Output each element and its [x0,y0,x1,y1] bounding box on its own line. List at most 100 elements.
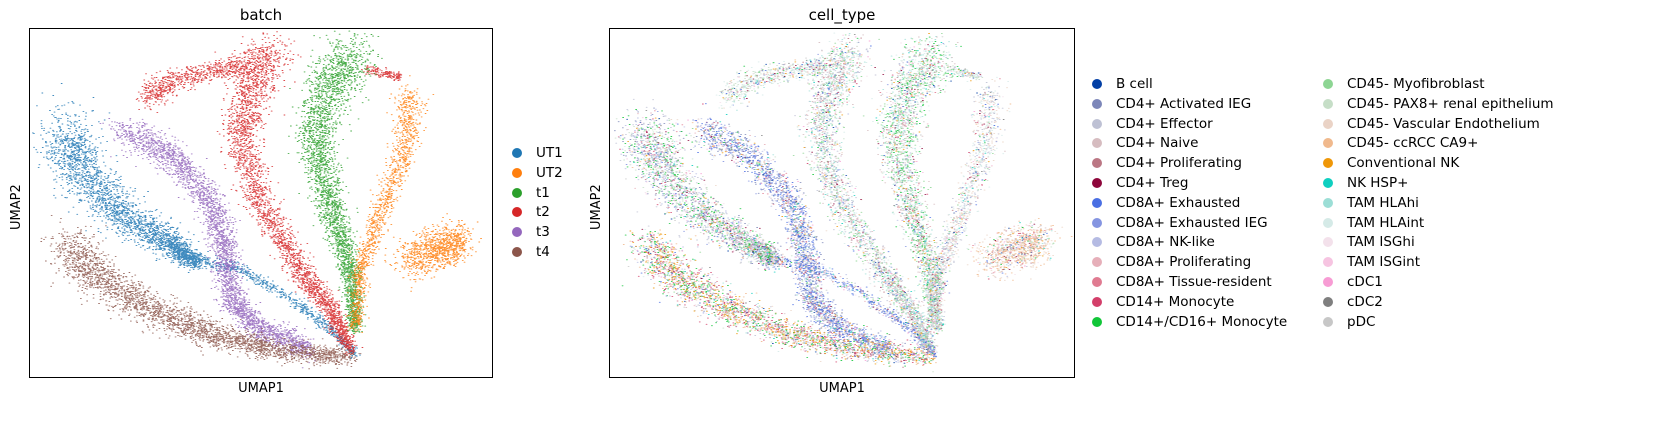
legend-marker [1092,296,1102,307]
legend-item-cd45-ccrcc-ca9: CD45- ccRCC CA9+ [1323,134,1478,152]
legend-marker [1323,98,1333,109]
legend-label: CD45- PAX8+ renal epithelium [1347,95,1554,112]
legend-marker [1092,316,1102,327]
cell-type-plot-area [609,28,1075,378]
legend-item-cd14-cd16-monocyte: CD14+/CD16+ Monocyte [1092,313,1287,331]
batch-y-axis-label: UMAP2 [9,184,24,230]
legend-marker [1092,98,1102,109]
legend-item-cd45-myofibroblast: CD45- Myofibroblast [1323,75,1485,93]
legend-marker [512,207,522,218]
legend-label: CD4+ Activated IEG [1116,95,1252,112]
legend-item-ut2: UT2 [512,164,563,182]
legend-marker [512,247,522,257]
scatter-points [633,37,1038,368]
scatter-points [135,31,403,356]
legend-marker [1323,316,1333,327]
legend-item-conventional-nk: Conventional NK [1323,154,1459,172]
legend-marker [1323,138,1333,149]
legend-label: cDC2 [1347,293,1383,310]
legend-marker [512,227,522,238]
legend-item-tam-isghi: TAM ISGhi [1323,233,1415,251]
scatter-points [627,34,1047,359]
legend-label: NK HSP+ [1347,175,1409,191]
cell-type-scatter [613,32,1073,373]
legend-item-ut1: UT1 [512,144,563,162]
batch-plot-area [29,28,493,378]
legend-marker [512,187,522,198]
scatter-points [99,118,317,369]
legend-marker [512,148,522,158]
legend-label: pDC [1347,313,1376,330]
scatter-points [636,36,1043,362]
legend-marker [1092,217,1102,228]
legend-marker [1092,178,1102,188]
legend-marker [1092,158,1102,169]
legend-label: CD45- Myofibroblast [1347,76,1485,92]
legend-marker [1092,237,1102,248]
cell-type-title: cell_type [808,6,876,24]
legend-marker [1092,257,1102,268]
legend-item-pdc: pDC [1323,313,1375,331]
legend-label: t2 [536,204,550,221]
legend-marker [1092,138,1102,149]
legend-label: CD4+ Effector [1116,115,1213,132]
legend-item-cd8a-exhausted-ieg: CD8A+ Exhausted IEG [1092,214,1268,232]
legend-marker [1323,257,1333,268]
legend-item-cd4-naive: CD4+ Naive [1092,134,1198,152]
batch-title: batch [239,6,283,24]
scatter-points [627,33,1044,365]
legend-item-tam-hlahi: TAM HLAhi [1323,194,1419,212]
legend-marker [512,167,522,178]
cell-type-legend: B cell CD4+ Activated IEG CD4+ Effector CD4… [1092,75,1657,340]
legend-label: UT1 [536,145,563,161]
legend-item-nk-hsp: NK HSP+ [1323,174,1408,192]
legend-label: t3 [536,224,550,241]
legend-label: CD14+/CD16+ Monocyte [1116,313,1288,330]
scatter-points [287,30,383,335]
legend-label: CD4+ Treg [1116,175,1189,191]
legend-label: B cell [1116,76,1153,92]
legend-item-cdc2: cDC2 [1323,293,1383,311]
legend-label: CD4+ Naive [1116,135,1199,152]
legend-label: t1 [536,184,550,201]
batch-legend: UT1 UT2 t1 t2 t3 t4 [512,144,602,264]
legend-item-cd14-monocyte: CD14+ Monocyte [1092,293,1234,311]
legend-item-cd4-activated-ieg: CD4+ Activated IEG [1092,95,1251,113]
legend-label: UT2 [536,164,563,181]
legend-label: Conventional NK [1347,155,1460,172]
scatter-points [619,45,1048,360]
legend-marker [1092,79,1102,89]
legend-label: CD45- Vascular Endothelium [1347,115,1540,132]
legend-marker [1323,277,1333,287]
legend-label: TAM ISGint [1347,254,1420,271]
legend-marker [1323,197,1333,208]
legend-label: CD8A+ NK-like [1116,234,1215,251]
legend-label: TAM HLAint [1347,214,1425,231]
legend-item-tam-hlaint: TAM HLAint [1323,214,1424,232]
legend-marker [1323,118,1333,129]
legend-label: CD8A+ Tissue-resident [1116,274,1272,290]
legend-item-cd45-pax8-renal-epithelium: CD45- PAX8+ renal epithelium [1323,95,1554,113]
legend-marker [1092,118,1102,129]
legend-item-cd8a-exhausted: CD8A+ Exhausted [1092,194,1240,212]
legend-label: cDC1 [1347,274,1383,290]
legend-label: CD8A+ Proliferating [1116,254,1252,271]
legend-item-b-cell: B cell [1092,75,1153,93]
legend-label: CD4+ Proliferating [1116,155,1242,172]
legend-marker [1323,296,1333,307]
scatter-points [31,83,361,359]
batch-scatter [31,30,482,370]
legend-marker [1092,197,1102,208]
legend-item-cd4-treg: CD4+ Treg [1092,174,1188,192]
legend-label: TAM ISGhi [1347,234,1415,251]
legend-label: CD8A+ Exhausted [1116,194,1241,211]
scatter-points [40,214,362,370]
legend-item-t2: t2 [512,203,550,221]
legend-marker [1323,217,1333,228]
scatter-points [345,75,482,334]
legend-item-cd45-vascular-endothelium: CD45- Vascular Endothelium [1323,115,1540,133]
legend-marker [1323,158,1333,169]
legend-marker [1323,178,1333,188]
legend-item-tam-isgint: TAM ISGint [1323,253,1420,271]
legend-marker [1323,237,1333,248]
